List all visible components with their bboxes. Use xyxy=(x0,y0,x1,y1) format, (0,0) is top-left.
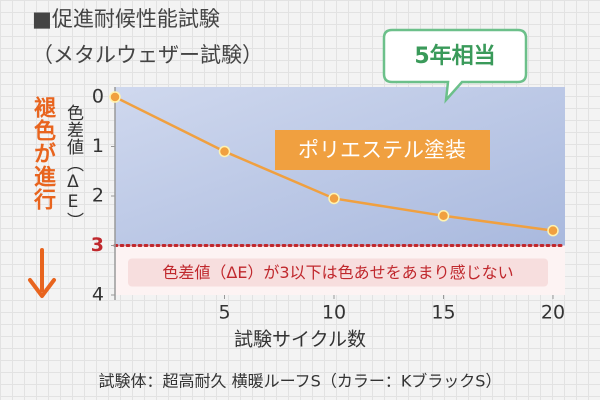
footnote: 試験体：超高耐久 横暖ルーフS（カラー：KブラックS） xyxy=(99,372,502,391)
x-axis-label: 試験サイクル数 xyxy=(234,329,366,351)
y-tick-label: 3 xyxy=(91,234,104,256)
data-point xyxy=(328,192,340,205)
y-tick-label: 0 xyxy=(92,86,104,108)
y-tick-label: 2 xyxy=(92,185,104,207)
x-tick-label: 5 xyxy=(218,302,230,324)
data-point xyxy=(218,145,231,158)
data-point xyxy=(437,210,450,222)
direction-arrow xyxy=(28,248,56,298)
threshold-label: 色差値（ΔE）が3以下は色あせをあまり感じない xyxy=(162,263,513,282)
x-tick-label: 15 xyxy=(431,302,455,324)
series-label-box xyxy=(275,130,490,170)
title: ■促進耐候性能試験 xyxy=(32,7,220,31)
subtitle: （メタルウェザー試験） xyxy=(32,43,263,67)
data-point xyxy=(109,91,121,103)
threshold-label-box xyxy=(128,258,548,287)
x-tick-label: 20 xyxy=(541,302,565,324)
y-tick-label: 1 xyxy=(92,135,104,157)
direction-label: 褪色が進行 xyxy=(30,96,55,211)
callout-box xyxy=(382,28,528,104)
legend-label: ポリエステル塗装 xyxy=(298,138,466,162)
y-tick-label: 4 xyxy=(92,284,104,306)
x-tick-label: 10 xyxy=(322,302,346,324)
y-axis-label: 色差値（ΔE） xyxy=(63,104,83,229)
callout: 5年相当 xyxy=(414,43,495,69)
data-point xyxy=(547,224,559,237)
